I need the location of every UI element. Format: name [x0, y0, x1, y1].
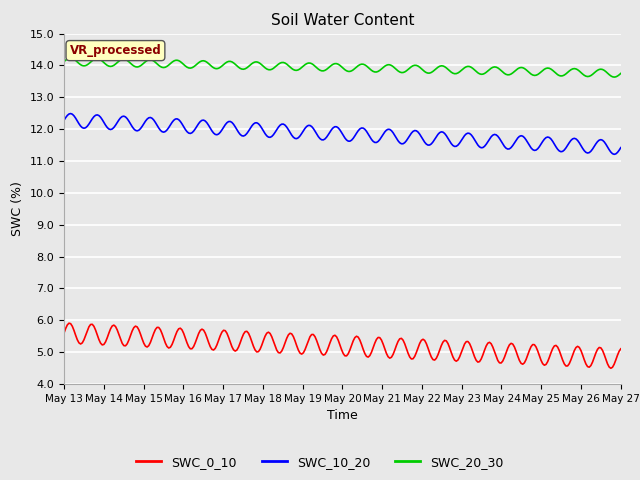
Y-axis label: SWC (%): SWC (%) [11, 181, 24, 236]
Legend: SWC_0_10, SWC_10_20, SWC_20_30: SWC_0_10, SWC_10_20, SWC_20_30 [131, 451, 509, 474]
X-axis label: Time: Time [327, 409, 358, 422]
Text: VR_processed: VR_processed [70, 44, 161, 57]
Title: Soil Water Content: Soil Water Content [271, 13, 414, 28]
